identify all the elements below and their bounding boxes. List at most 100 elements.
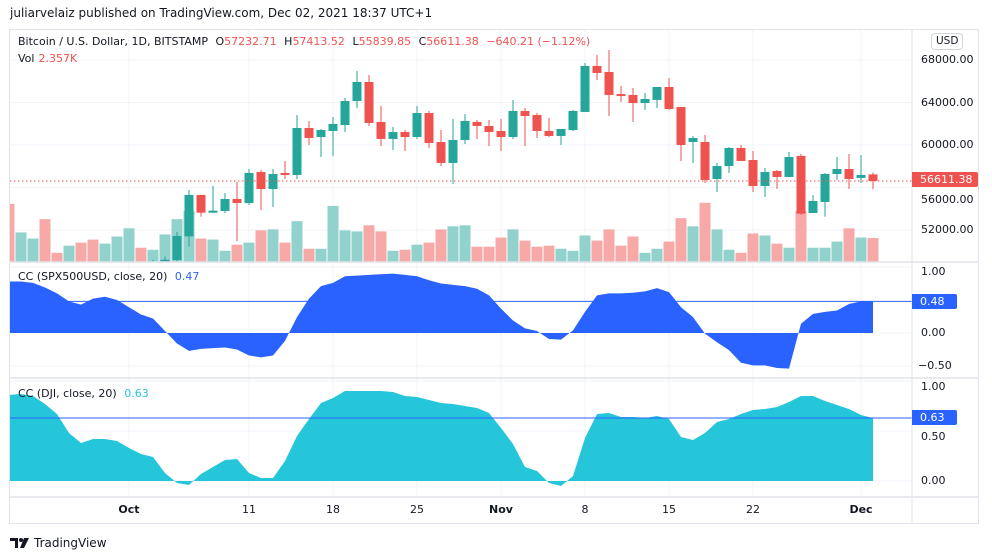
volume-bar (279, 242, 291, 262)
cc-spx-legend: CC (SPX500USD, close, 20) 0.47 (18, 270, 203, 284)
volume-bar (351, 231, 363, 262)
volume-bar (375, 231, 387, 262)
volume-bar (543, 245, 555, 262)
volume-bar (639, 252, 651, 262)
volume-bar (615, 245, 627, 262)
time-tick: 11 (242, 503, 256, 516)
time-tick: 22 (746, 503, 760, 516)
volume-value: 2.357K (38, 52, 78, 65)
volume-bar (771, 243, 783, 262)
volume-bar (99, 243, 111, 262)
close-value: 56611.38 (426, 35, 479, 48)
volume-bar (507, 229, 519, 262)
volume-bar (531, 246, 543, 262)
candle-body (568, 111, 578, 131)
volume-bar (423, 242, 435, 262)
volume-bar (399, 249, 411, 262)
cc-dji-label[interactable]: CC (DJI, close, 20) (18, 387, 117, 400)
volume-bar (15, 232, 27, 262)
volume-bar (63, 245, 75, 262)
candle-body (760, 171, 770, 187)
candle-body (784, 157, 794, 177)
candle-body (724, 147, 734, 167)
volume-bar (243, 242, 255, 262)
volume-bar (195, 238, 207, 262)
volume-bar (735, 252, 747, 262)
volume-bar (759, 235, 771, 262)
volume-bar (519, 240, 531, 262)
candle-body (844, 169, 854, 179)
volume-label: Vol (18, 52, 35, 65)
candle-body (640, 98, 650, 104)
volume-bar (471, 246, 483, 262)
cc-spx-tick: −0.50 (918, 359, 952, 372)
candle-body (748, 159, 758, 187)
volume-bar (219, 250, 231, 262)
cc-dji-tick: 1.00 (921, 380, 946, 393)
candle-body (508, 111, 518, 138)
volume-bar (123, 228, 135, 262)
candle-body (652, 86, 662, 100)
candle-body (604, 72, 614, 95)
volume-bar (75, 242, 87, 262)
currency-button[interactable]: USD (931, 33, 964, 50)
volume-bar (831, 241, 843, 262)
volume-bar (111, 236, 123, 262)
price-tick: 56000.00 (921, 193, 974, 206)
volume-bar (255, 230, 267, 262)
candle-body (424, 113, 434, 143)
candle-body (89, 334, 98, 347)
candle-body (376, 121, 386, 139)
volume-bar (795, 211, 807, 262)
high-label: H (284, 35, 293, 48)
candle-body (220, 198, 230, 211)
volume-bar (159, 234, 171, 262)
volume-bar (807, 247, 819, 262)
tradingview-logo-icon (10, 538, 29, 548)
low-label: L (352, 35, 359, 48)
volume-bar (711, 229, 723, 262)
candle-body (292, 128, 302, 175)
candle-body (460, 120, 470, 141)
cc-spx-tick: 0.00 (921, 326, 946, 339)
candle-body (544, 130, 554, 136)
candle-body (796, 155, 806, 214)
volume-bar (747, 233, 759, 262)
candle-body (712, 166, 722, 179)
volume-bar (339, 230, 351, 262)
time-tick: Dec (849, 503, 873, 516)
cc-spx-label[interactable]: CC (SPX500USD, close, 20) (18, 270, 168, 283)
candle-body (304, 128, 314, 138)
volume-bar (291, 221, 303, 262)
symbol-name[interactable]: Bitcoin / U.S. Dollar, 1D, BITSTAMP (18, 35, 208, 48)
volume-bar (435, 229, 447, 262)
volume-bar (555, 248, 567, 262)
time-tick: 25 (410, 503, 424, 516)
candle-body (364, 81, 374, 124)
volume-bar (303, 248, 315, 262)
volume-bar (651, 248, 663, 262)
candle-body (436, 142, 446, 163)
volume-bar (627, 236, 639, 262)
candle-body (400, 132, 410, 138)
candle-body (208, 210, 218, 213)
cc-dji-value: 0.63 (124, 387, 149, 400)
candle-body (700, 142, 710, 180)
time-tick: Nov (489, 503, 513, 516)
volume-bar (267, 229, 279, 262)
pane-separators (10, 30, 979, 524)
tradingview-brand[interactable]: TradingView (10, 536, 107, 550)
volume-bar (231, 244, 243, 262)
volume-bar (495, 237, 507, 262)
open-label: O (215, 35, 225, 48)
publish-info: juliarvelaiz published on TradingView.co… (10, 6, 433, 20)
price-tick: 64000.00 (921, 96, 974, 109)
time-tick: 15 (662, 503, 676, 516)
open-value: 57232.71 (224, 35, 277, 48)
candle-body (172, 235, 182, 260)
volume-bar (591, 240, 603, 262)
volume-bar (675, 218, 687, 262)
volume-bar (819, 247, 831, 262)
cc-spx-value: 0.47 (174, 270, 200, 283)
